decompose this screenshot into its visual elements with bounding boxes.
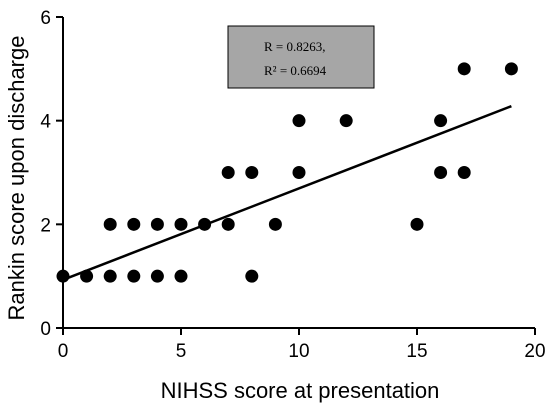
data-point	[339, 114, 353, 128]
data-point	[103, 217, 117, 231]
data-points	[56, 62, 518, 283]
r-value-text: R = 0.8263,	[264, 39, 326, 54]
data-point	[434, 166, 448, 179]
data-point	[410, 217, 424, 231]
y-tick-label: 2	[40, 215, 51, 236]
data-point	[174, 217, 188, 231]
regression-line	[62, 104, 512, 281]
x-axis-ticks: 0 5 10 15 20	[58, 328, 546, 362]
data-point	[56, 269, 70, 283]
data-point	[292, 166, 306, 179]
data-point	[457, 62, 471, 76]
r-squared-text: R² = 0.6694	[264, 63, 327, 78]
statistics-annotation: R = 0.8263, R² = 0.6694	[227, 25, 375, 89]
x-tick-label: 15	[406, 341, 427, 362]
data-point	[103, 269, 117, 283]
x-tick-label: 10	[288, 341, 309, 362]
data-point	[221, 217, 235, 231]
y-tick-label: 6	[40, 8, 51, 29]
data-point	[457, 166, 471, 179]
data-point	[127, 269, 141, 283]
statistics-box	[227, 25, 375, 89]
data-point	[245, 166, 259, 179]
y-tick-label: 0	[40, 319, 51, 340]
data-point	[198, 217, 212, 231]
data-point	[150, 269, 164, 283]
data-point	[268, 217, 282, 231]
x-tick-label: 0	[58, 341, 69, 362]
x-tick-label: 5	[176, 341, 187, 362]
data-point	[504, 62, 518, 76]
data-point	[221, 166, 235, 179]
y-axis-title: Rankin score upon discharge	[4, 36, 29, 321]
data-point	[127, 217, 141, 231]
y-tick-label: 4	[40, 112, 51, 133]
y-axis-ticks: 0 2 4 6	[40, 8, 63, 340]
data-point	[434, 114, 448, 128]
x-tick-label: 20	[524, 341, 545, 362]
data-point	[245, 269, 259, 283]
data-point	[150, 217, 164, 231]
data-point	[80, 269, 94, 283]
data-point	[292, 114, 306, 128]
x-axis-title: NIHSS score at presentation	[161, 378, 440, 403]
data-point	[174, 269, 188, 283]
